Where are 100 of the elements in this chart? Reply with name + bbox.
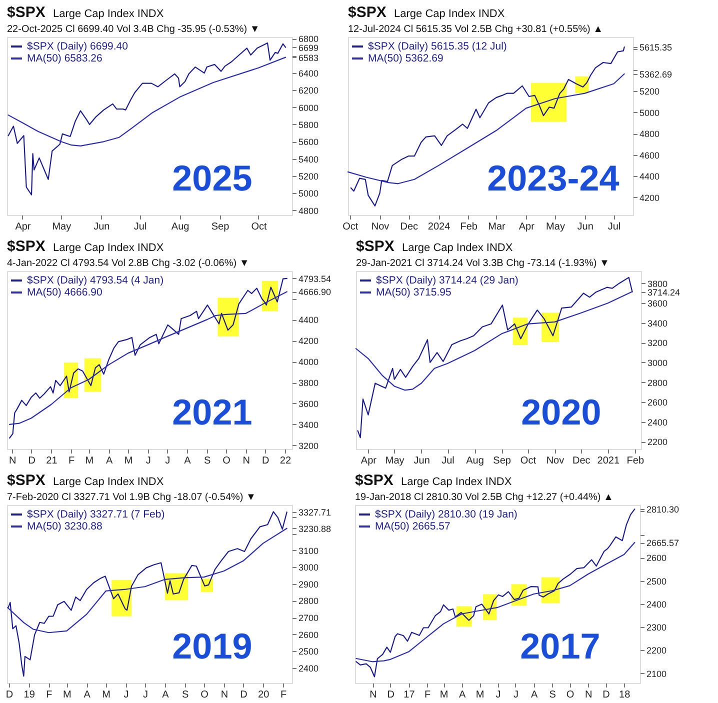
x-tick-label: Oct: [342, 222, 358, 232]
x-tick-label: Oct: [251, 222, 267, 232]
chart-subtitle: Large Cap Index INDX: [53, 476, 164, 488]
legend-label: $SPX (Daily) 5615.35 (12 Jul): [368, 40, 507, 52]
x-tick-label: O: [200, 690, 209, 700]
y-tick-label: 6583: [298, 52, 319, 63]
text: 22-Oct-2025 Cl 6699.40 Vol 3.4B Chg -35.95 (-0.53%) ▼: [7, 24, 260, 35]
text: 7-Feb-2020 Cl 3327.71 Vol 1.9B Chg -18.07 (-0.54%) ▼: [7, 492, 256, 503]
x-tick-label: Mar: [488, 222, 506, 232]
y-tick-label: 2400: [646, 599, 667, 610]
x-tick-label: N: [584, 690, 592, 700]
x-tick-label: A: [162, 690, 170, 700]
y-tick-label: 3327.71: [298, 508, 332, 518]
x-tick-label: 19: [24, 690, 36, 700]
x-tick-label: D: [240, 690, 248, 700]
x-tick-label: F: [46, 690, 52, 700]
y-tick-label: 2100: [646, 668, 667, 679]
annotation: 2017: [520, 625, 600, 666]
legend-label: MA(50) 6583.26: [27, 52, 102, 64]
x-tick-label: N: [370, 690, 377, 700]
x-tick-label: A: [106, 456, 113, 466]
x-tick-label: Jun: [577, 222, 594, 232]
y-tick-label: 2800: [648, 378, 668, 388]
line-series: [356, 542, 636, 662]
y-tick-label: 6000: [298, 102, 319, 113]
x-tick-label: Feb: [626, 456, 644, 466]
x-tick-label: F: [424, 690, 431, 700]
x-tick-label: S: [549, 690, 556, 700]
annotation: 2019: [172, 625, 252, 666]
x-tick-label: S: [204, 456, 211, 466]
chart-subtitle: Large Cap Index INDX: [394, 8, 506, 20]
x-tick-label: Nov: [371, 222, 390, 232]
y-tick-label: 2500: [298, 646, 319, 657]
y-tick-label: 2600: [648, 398, 668, 408]
y-tick-label: 3800: [648, 278, 668, 289]
x-tick-label: 2024: [428, 222, 451, 232]
y-tick-label: 2800: [298, 596, 319, 606]
x-tick-label: D: [387, 690, 395, 700]
legend-label: MA(50) 2665.57: [375, 520, 450, 532]
y-tick-label: 6699: [298, 42, 319, 53]
y-tick-label: 4400: [640, 172, 660, 182]
x-tick-label: Nov: [546, 456, 564, 466]
y-tick-label: 5200: [298, 171, 319, 182]
legend-label: $SPX (Daily) 3327.71 (7 Feb): [27, 508, 165, 520]
x-tick-label: 18: [619, 690, 631, 700]
x-tick-label: Apr: [360, 456, 378, 466]
x-tick-label: N: [242, 456, 250, 466]
x-tick-label: Sep: [493, 456, 512, 466]
x-tick-label: J: [143, 690, 148, 700]
legend-label: MA(50) 3230.88: [27, 520, 102, 532]
x-tick-label: J: [124, 690, 129, 700]
y-tick-label: 3230.88: [298, 524, 332, 534]
x-tick-label: O: [566, 690, 574, 700]
x-tick-label: May: [385, 456, 404, 466]
y-tick-label: 5800: [298, 120, 319, 130]
x-tick-label: D: [602, 690, 610, 700]
y-tick-label: 4800: [298, 206, 319, 216]
y-tick-label: 5000: [298, 188, 319, 199]
x-tick-label: Jun: [414, 456, 430, 466]
x-tick-label: J: [496, 690, 501, 700]
y-tick-label: 3800: [298, 378, 319, 388]
y-tick-label: 3600: [648, 298, 668, 309]
y-tick-label: 3400: [298, 420, 319, 430]
x-tick-label: F: [68, 456, 75, 466]
y-tick-label: 3200: [298, 440, 319, 451]
y-tick-label: 4800: [640, 129, 660, 140]
x-tick-label: M: [476, 690, 484, 700]
y-tick-label: 2600: [298, 630, 319, 640]
chart-title: $SPX: [7, 4, 46, 21]
legend-label: $SPX (Daily) 3714.24 (29 Jan): [376, 274, 518, 286]
text: 19-Jan-2018 Cl 2810.30 Vol 2.5B Chg +12.27 (+0.44%) ▲: [355, 492, 614, 503]
text: 29-Jan-2021 Cl 3714.24 Vol 3.3B Chg -73.14 (-1.93%) ▼: [356, 258, 610, 269]
y-tick-label: 4200: [640, 192, 660, 203]
x-tick-label: Jun: [94, 222, 110, 232]
chart-title: $SPX: [355, 472, 394, 489]
x-tick-label: Feb: [460, 222, 478, 232]
y-tick-label: 3714.24: [648, 287, 680, 298]
y-tick-label: 4666.90: [298, 287, 332, 298]
x-tick-label: Apr: [15, 222, 32, 232]
y-tick-label: 4400: [298, 315, 319, 326]
line-series: [356, 508, 636, 678]
legend-label: MA(50) 4666.90: [27, 286, 102, 298]
y-tick-label: 5600: [298, 137, 319, 148]
y-tick-label: 3600: [298, 398, 319, 409]
x-tick-label: 22: [280, 456, 292, 466]
legend-label: $SPX (Daily) 6699.40: [27, 40, 128, 52]
y-tick-label: 6800: [298, 34, 319, 44]
x-tick-label: O: [222, 456, 231, 466]
annotation: 2023-24: [487, 157, 620, 198]
y-tick-label: 3000: [648, 358, 668, 368]
x-tick-label: Dec: [400, 222, 418, 232]
y-tick-label: 6400: [298, 68, 319, 79]
y-tick-label: 3200: [648, 338, 668, 348]
line-series: [8, 511, 288, 677]
x-tick-label: D: [262, 456, 270, 466]
x-tick-label: Aug: [466, 456, 484, 466]
y-tick-label: 2200: [648, 437, 668, 448]
x-tick-label: N: [9, 456, 16, 466]
x-tick-label: Jul: [608, 222, 621, 232]
x-tick-label: Apr: [518, 222, 536, 232]
